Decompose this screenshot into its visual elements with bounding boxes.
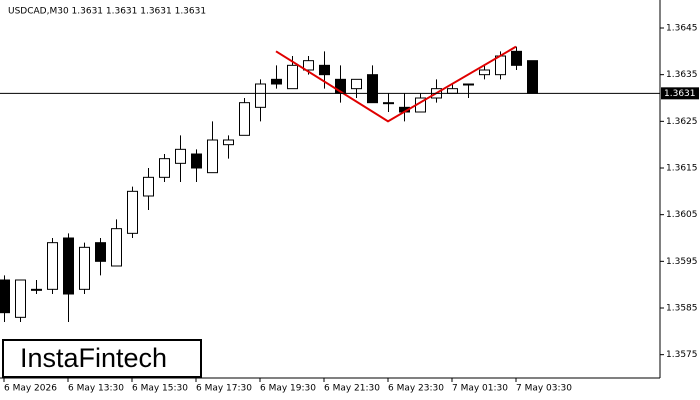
- x-tick-label: 6 May 19:30: [260, 384, 316, 394]
- x-tick-label: 7 May 01:30: [452, 384, 508, 394]
- candle-body: [31, 288, 42, 291]
- x-tick-label: 7 May 03:30: [516, 384, 572, 394]
- x-tick-label: 6 May 23:30: [388, 384, 444, 394]
- candle-body: [255, 83, 266, 108]
- candle-body: [367, 74, 378, 104]
- candle-body: [271, 78, 282, 85]
- y-tick-label: 1.3615: [666, 164, 698, 174]
- candle-body: [303, 60, 314, 71]
- candle-body: [479, 69, 490, 76]
- logo: InstaFintech: [20, 343, 167, 373]
- price-label-box: [661, 87, 699, 100]
- x-tick-label: 6 May 2026: [4, 384, 57, 394]
- candle-body: [447, 88, 458, 94]
- candle-body: [191, 153, 202, 169]
- x-tick-label: 6 May 15:30: [132, 384, 188, 394]
- candle-body: [287, 64, 298, 90]
- candle-body: [159, 158, 170, 178]
- logo-box: [2, 339, 202, 378]
- candle-body: [463, 83, 474, 86]
- candle-body: [127, 190, 138, 234]
- x-tick-label: 6 May 21:30: [324, 384, 380, 394]
- x-tick-label: 6 May 17:30: [196, 384, 252, 394]
- y-tick-label: 1.3575: [666, 350, 698, 360]
- y-tick-label: 1.3645: [666, 24, 698, 34]
- candle-body: [207, 139, 218, 174]
- chart-title: USDCAD,M30 1.3631 1.3631 1.3631 1.3631: [8, 7, 206, 17]
- candle-body: [527, 60, 538, 94]
- candle-body: [223, 139, 234, 146]
- candle-body: [319, 64, 330, 76]
- x-tick-label: 6 May 13:30: [68, 384, 124, 394]
- y-tick-label: 1.3635: [666, 70, 698, 80]
- y-tick-label: 1.3625: [666, 117, 698, 127]
- price-label: 1.3631: [664, 89, 696, 99]
- candle-body: [351, 78, 362, 90]
- candle-body: [111, 228, 122, 267]
- y-tick-label: 1.3585: [666, 304, 698, 314]
- candle-body: [15, 279, 26, 318]
- candle-body: [0, 279, 10, 314]
- candle-body: [47, 242, 58, 290]
- candle-body: [63, 237, 74, 295]
- candle-body: [239, 102, 250, 136]
- candle-body: [95, 242, 106, 262]
- y-tick-label: 1.3605: [666, 210, 698, 220]
- candle-body: [175, 148, 186, 164]
- pattern-line: [275, 45, 517, 123]
- candle-body: [143, 176, 154, 197]
- candle-body: [511, 50, 522, 66]
- candle-body: [383, 102, 394, 105]
- candle-body: [79, 246, 90, 290]
- y-tick-label: 1.3595: [666, 257, 698, 267]
